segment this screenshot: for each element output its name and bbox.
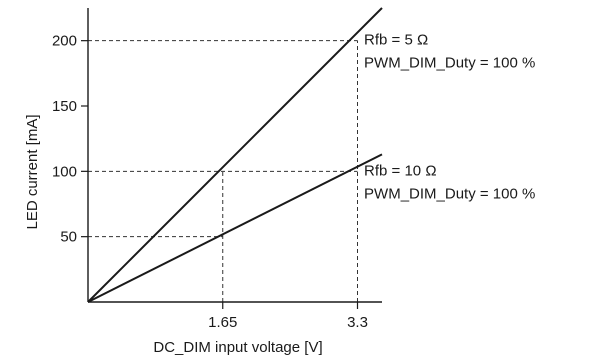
annotation-1-line-0: Rfb = 10 Ω bbox=[364, 162, 437, 179]
x-axis-title: DC_DIM input voltage [V] bbox=[153, 339, 322, 356]
annotation-0-line-0: Rfb = 5 Ω bbox=[364, 32, 428, 49]
series-line-0 bbox=[87, 7, 383, 303]
series-lines bbox=[87, 7, 383, 303]
y-tick-label: 50 bbox=[60, 229, 77, 246]
annotations: Rfb = 5 Ω PWM_DIM_Duty = 100 % Rfb = 10 Ω P… bbox=[364, 32, 535, 203]
y-tick-label: 200 bbox=[52, 33, 77, 50]
axes bbox=[87, 8, 382, 303]
annotation-1-line-1: PWM_DIM_Duty = 100 % bbox=[364, 185, 535, 202]
y-tick-label: 150 bbox=[52, 98, 77, 115]
x-tick-label: 1.65 bbox=[208, 314, 237, 331]
annotation-0-line-1: PWM_DIM_Duty = 100 % bbox=[364, 55, 535, 72]
series-line-1 bbox=[87, 153, 383, 303]
reference-lines bbox=[88, 40, 358, 302]
ticks: 50 100 150 200 1.65 3.3 bbox=[52, 33, 368, 331]
y-tick-label: 100 bbox=[52, 163, 77, 180]
x-tick-label: 3.3 bbox=[347, 314, 368, 331]
y-axis-title: LED current [mA] bbox=[24, 114, 41, 229]
